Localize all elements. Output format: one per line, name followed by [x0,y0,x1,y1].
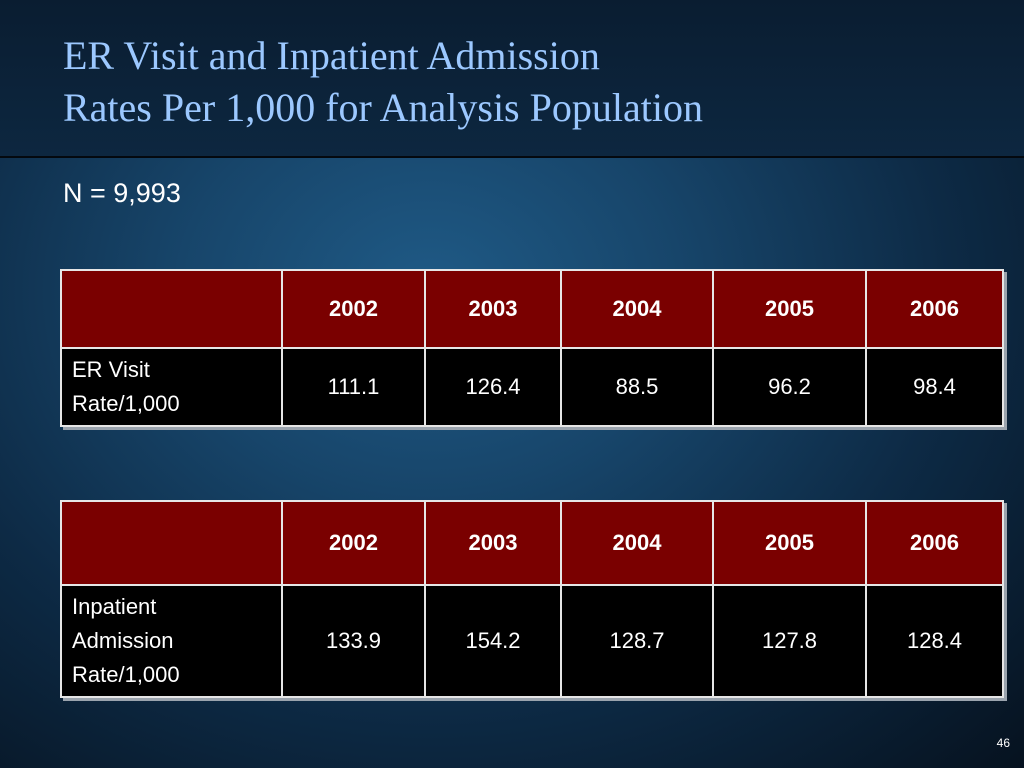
table-row: ER Visit Rate/1,000 111.1 126.4 88.5 96.… [60,347,1004,427]
rate-value-cell: 88.5 [560,347,714,427]
row-label-line: ER Visit [72,357,150,382]
rate-value-cell: 128.4 [865,584,1004,698]
header-cell-empty [60,269,283,349]
header-cell-year: 2003 [424,500,562,586]
row-label: ER Visit Rate/1,000 [60,347,283,427]
row-label-line: Inpatient [72,594,157,619]
rate-value-cell: 111.1 [281,347,426,427]
header-cell-year: 2002 [281,269,426,349]
table-header-row: 2002 2003 2004 2005 2006 [60,269,1004,349]
slide-title-line-1: ER Visit and Inpatient Admission [63,33,600,78]
table-header-row: 2002 2003 2004 2005 2006 [60,500,1004,586]
rate-value-cell: 128.7 [560,584,714,698]
rate-value-cell: 126.4 [424,347,562,427]
slide-title: ER Visit and Inpatient Admission Rates P… [63,30,703,134]
header-cell-empty [60,500,283,586]
row-label-line: Admission [72,628,174,653]
rate-value-cell: 154.2 [424,584,562,698]
population-count: N = 9,993 [63,178,181,208]
header-cell-year: 2006 [865,500,1004,586]
er-visit-rate-table: 2002 2003 2004 2005 2006 ER Visit Rate/1… [60,269,1004,427]
title-band [0,0,1024,158]
row-label-line: Rate/1,000 [72,662,180,687]
row-label-line: Rate/1,000 [72,391,180,416]
inpatient-admission-rate-table: 2002 2003 2004 2005 2006 Inpatient Admis… [60,500,1004,698]
header-cell-year: 2004 [560,269,714,349]
rate-value-cell: 98.4 [865,347,1004,427]
page-number: 46 [996,736,1010,750]
rate-value-cell: 127.8 [712,584,867,698]
slide-title-line-2: Rates Per 1,000 for Analysis Population [63,85,703,130]
header-cell-year: 2005 [712,269,867,349]
rate-value-cell: 96.2 [712,347,867,427]
table-row: Inpatient Admission Rate/1,000 133.9 154… [60,584,1004,698]
header-cell-year: 2003 [424,269,562,349]
header-cell-year: 2006 [865,269,1004,349]
header-cell-year: 2002 [281,500,426,586]
rate-value-cell: 133.9 [281,584,426,698]
row-label: Inpatient Admission Rate/1,000 [60,584,283,698]
header-cell-year: 2004 [560,500,714,586]
header-cell-year: 2005 [712,500,867,586]
